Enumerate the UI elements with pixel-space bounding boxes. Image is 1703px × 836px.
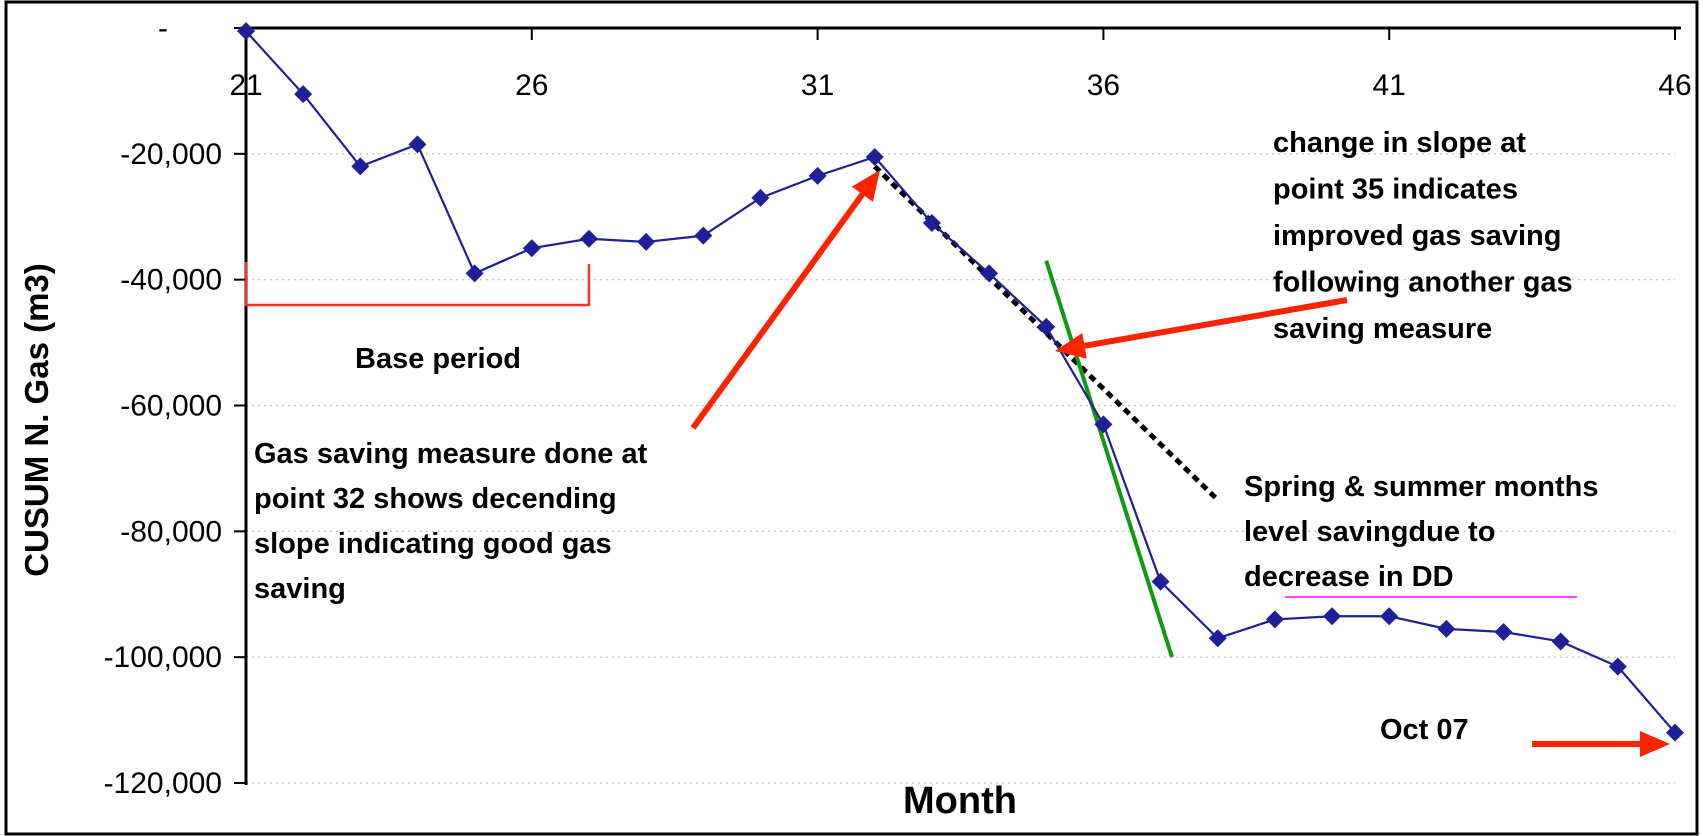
data-point: [751, 188, 770, 207]
data-point: [1094, 415, 1113, 434]
chart-frame: [4, 0, 1699, 836]
data-point: [865, 147, 884, 166]
annotation-measure32-line: saving: [254, 573, 346, 605]
data-point: [1494, 623, 1513, 641]
data-point: [294, 85, 313, 104]
annotation-change35-line: point 35 indicates: [1273, 174, 1518, 206]
data-point: [922, 214, 941, 233]
annotation-measure32-line: slope indicating good gas: [254, 528, 612, 560]
data-point: [579, 229, 598, 248]
data-point: [351, 157, 370, 176]
annotation-measure32-line: point 32 shows decending: [254, 483, 617, 515]
x-tick-label: 36: [1087, 69, 1120, 102]
data-point: [1208, 629, 1227, 648]
annotation-change35-line: improved gas saving: [1273, 220, 1562, 252]
data-point: [980, 264, 999, 283]
x-tick-label: 41: [1373, 69, 1406, 102]
y-tick-label: -100,000: [104, 641, 222, 674]
x-tick-label: 31: [801, 69, 834, 102]
y-tick-label: -40,000: [120, 264, 222, 297]
data-point: [522, 239, 541, 258]
annotation-base-line: Base period: [355, 343, 521, 375]
data-point: [237, 22, 255, 41]
trend-line-slope-after-35: [1044, 260, 1174, 658]
base-period-bracket: [244, 262, 591, 307]
arrow-to-point-35-head: [1055, 333, 1087, 359]
x-axis-title: Month: [903, 780, 1017, 822]
data-point: [1037, 317, 1056, 336]
x-tick-label: 26: [515, 69, 548, 102]
y-tick-label: -80,000: [120, 515, 222, 548]
data-point: [1608, 657, 1627, 676]
arrow-to-point-32-head: [851, 170, 880, 202]
arrow-to-point-32-shaft: [690, 192, 865, 430]
data-point: [808, 166, 827, 185]
data-point: [637, 232, 656, 251]
y-tick-label: -20,000: [120, 138, 222, 171]
data-point: [465, 264, 484, 283]
annotation-spring-line: level savingdue to: [1244, 516, 1495, 548]
trend-line-slope-after-32: [873, 164, 1220, 502]
series-line: [245, 30, 1676, 734]
data-point: [1265, 610, 1284, 629]
annotation-oct-line: Oct 07: [1380, 714, 1469, 746]
data-point: [1323, 607, 1342, 626]
data-point: [1380, 607, 1399, 626]
data-point: [694, 226, 713, 245]
annotation-change35-line: following another gas: [1273, 267, 1573, 299]
x-tick-label: 46: [1658, 69, 1691, 102]
annotation-change35-line: saving measure: [1273, 313, 1492, 345]
y-tick-label: -120,000: [104, 767, 222, 800]
annotation-measure32-line: Gas saving measure done at: [254, 438, 648, 470]
data-point: [1666, 723, 1684, 742]
arrow-to-oct-07-head: [1640, 731, 1670, 757]
arrow-to-point-35-shaft: [1084, 297, 1348, 349]
data-point: [1437, 619, 1456, 638]
annotation-spring-line: decrease in DD: [1244, 561, 1454, 593]
x-tick-label: 21: [229, 69, 262, 102]
annotation-change35-line: change in slope at: [1273, 127, 1526, 159]
y-tick-label: -: [158, 12, 168, 45]
data-point: [1151, 572, 1170, 591]
y-tick-label: -60,000: [120, 390, 222, 423]
data-point: [408, 135, 427, 154]
data-point: [1551, 632, 1570, 651]
y-axis-title: CUSUM N. Gas (m3): [18, 263, 55, 577]
annotation-spring-line: Spring & summer months: [1244, 471, 1599, 503]
